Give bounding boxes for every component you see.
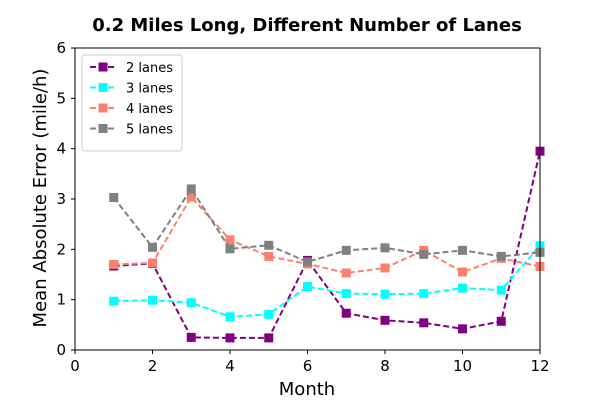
y-tick-label: 5 <box>56 89 66 107</box>
data-point <box>186 332 196 342</box>
y-tick-label: 2 <box>56 240 66 258</box>
data-point <box>225 235 235 245</box>
data-point <box>186 192 196 202</box>
data-point <box>303 257 312 267</box>
data-point <box>458 283 467 293</box>
series-3 <box>109 192 545 278</box>
data-point <box>419 289 429 299</box>
data-point <box>341 245 351 255</box>
x-tick-label: 10 <box>453 357 472 375</box>
series-1 <box>109 146 545 343</box>
y-tick-label: 3 <box>56 190 66 208</box>
legend-label: 5 lanes <box>126 123 173 138</box>
x-tick-label: 6 <box>303 357 313 375</box>
data-point <box>109 296 119 306</box>
data-point <box>380 243 390 253</box>
data-point <box>264 251 274 261</box>
data-point <box>458 245 467 255</box>
series-line <box>113 150 541 339</box>
legend-item: 4 lanes <box>90 102 173 117</box>
data-point <box>148 258 157 268</box>
legend-marker <box>98 62 108 72</box>
data-point <box>380 315 390 325</box>
legend-marker <box>98 103 108 113</box>
data-point <box>264 240 274 250</box>
y-tick-label: 4 <box>56 140 66 158</box>
data-point <box>341 308 351 318</box>
data-point <box>341 268 351 278</box>
data-point <box>186 184 196 194</box>
data-point <box>458 267 467 277</box>
series-line <box>113 195 541 275</box>
data-point <box>264 333 274 343</box>
y-axis-label: Mean Absolute Error (mile/h) <box>30 69 51 328</box>
legend-label: 2 lanes <box>126 61 173 76</box>
data-point <box>264 309 274 319</box>
y-tick-label: 1 <box>56 291 66 309</box>
legend-item: 3 lanes <box>90 82 173 97</box>
x-tick-label: 0 <box>70 357 80 375</box>
x-tick-label: 2 <box>148 357 158 375</box>
data-point <box>341 289 351 299</box>
legend-label: 4 lanes <box>126 102 173 117</box>
y-tick-label: 0 <box>56 341 66 359</box>
data-point <box>496 285 506 295</box>
data-point <box>225 312 235 322</box>
legend-item: 5 lanes <box>90 123 173 138</box>
series-line <box>113 245 541 318</box>
data-point <box>148 242 157 252</box>
data-point <box>109 259 119 269</box>
data-point <box>225 244 235 254</box>
legend: 2 lanes 3 lanes 4 lanes 5 lanes <box>81 54 183 152</box>
data-point <box>419 318 429 328</box>
x-axis-label: Month <box>279 379 335 400</box>
legend-item: 2 lanes <box>90 61 173 76</box>
data-point <box>109 192 119 202</box>
x-tick-label: 12 <box>530 357 549 375</box>
data-point <box>496 316 506 326</box>
legend-marker <box>98 124 108 133</box>
data-point <box>225 333 235 343</box>
data-point <box>496 251 506 261</box>
y-tick-label: 6 <box>56 39 66 57</box>
data-point <box>186 298 196 308</box>
chart-title: 0.2 Miles Long, Different Number of Lane… <box>92 15 522 36</box>
legend-label: 3 lanes <box>126 82 173 97</box>
x-tick-label: 8 <box>380 357 390 375</box>
data-point <box>380 289 390 299</box>
data-point <box>458 324 467 334</box>
data-point <box>303 282 312 292</box>
data-point <box>148 295 157 305</box>
data-point <box>380 263 390 273</box>
x-tick-label: 4 <box>225 357 235 375</box>
data-point <box>419 249 429 259</box>
series-line <box>112 187 541 263</box>
legend-marker <box>98 83 108 92</box>
